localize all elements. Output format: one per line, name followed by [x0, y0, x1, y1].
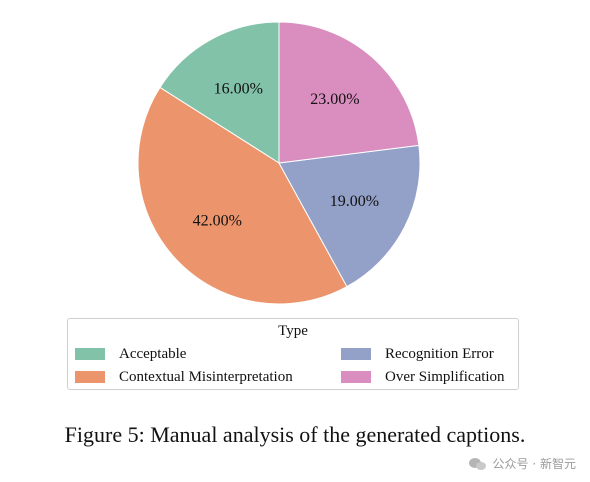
pie-slice-over-simplification: [278, 21, 420, 164]
legend-item-over-simplification: Over Simplification: [341, 368, 505, 386]
slice-label-recognition-error: 19.00%: [330, 193, 379, 210]
legend-label-recognition-error: Recognition Error: [385, 345, 494, 362]
legend-swatch-over-simplification: [341, 371, 371, 383]
pie-slice-acceptable: [159, 21, 280, 164]
legend-item-acceptable: Acceptable: [75, 345, 186, 363]
legend-label-over-simplification: Over Simplification: [385, 368, 505, 385]
pie-chart: 16.00% 42.00% 19.00% 23.00%: [137, 21, 421, 305]
legend-swatch-acceptable: [75, 348, 105, 360]
watermark-text: 公众号 · 新智元: [492, 457, 576, 471]
wechat-icon: [468, 457, 487, 471]
legend-title: Type: [278, 323, 308, 339]
legend-label-contextual-misinterpretation: Contextual Misinterpretation: [119, 368, 293, 385]
pie-slice-recognition-error: [278, 144, 421, 288]
legend: Type Acceptable Contextual Misinterpreta…: [67, 318, 519, 390]
legend-label-acceptable: Acceptable: [119, 345, 187, 362]
legend-swatch-contextual-misinterpretation: [75, 371, 105, 383]
figure-caption: Figure 5: Manual analysis of the generat…: [64, 422, 526, 447]
legend-item-contextual-misinterpretation: Contextual Misinterpretation: [75, 368, 293, 386]
legend-swatch-recognition-error: [341, 348, 371, 360]
slice-label-acceptable: 16.00%: [214, 80, 263, 97]
slice-label-contextual-misinterpretation: 42.00%: [193, 212, 242, 229]
pie-slice-contextual-misinterpretation: [137, 86, 348, 305]
legend-item-recognition-error: Recognition Error: [341, 345, 494, 363]
watermark: 公众号 · 新智元: [468, 455, 576, 472]
slice-label-over-simplification: 23.00%: [310, 91, 359, 108]
